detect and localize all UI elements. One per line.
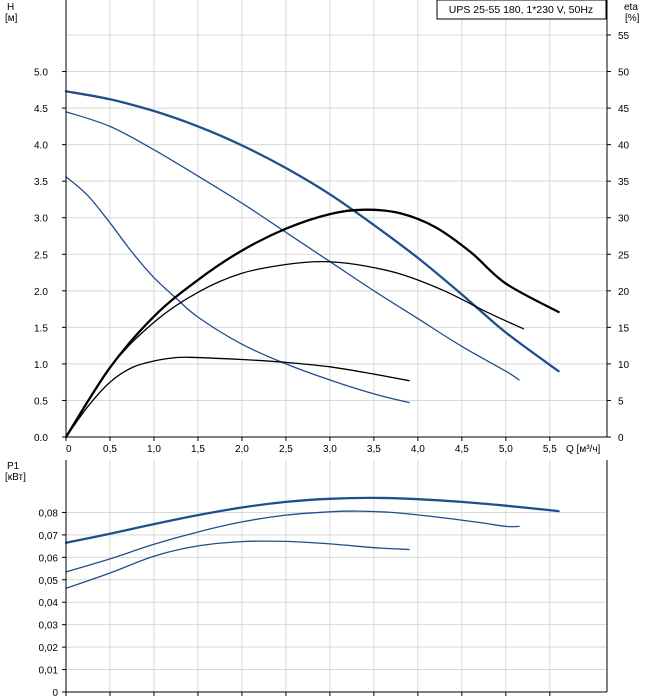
y-axis-unit-p1: [кВт] <box>5 472 26 483</box>
y-tick-label: 4.5 <box>34 104 48 115</box>
series-line-p1-speed-3 <box>64 496 560 544</box>
tick-labels: 0 0,5 1,0 1,5 2,0 2,5 3,0 3,5 4,0 4,5 5,0 5,5 0.0 0.5… <box>34 31 630 699</box>
x-tick-label: 5,0 <box>499 444 513 455</box>
y-tick-label: 2.5 <box>34 250 48 261</box>
grid-top <box>66 0 607 437</box>
y-tick-label: 3.0 <box>34 214 48 225</box>
y2-axis-label-eta: eta <box>624 2 638 13</box>
y-tick-label: 3.5 <box>34 177 48 188</box>
p1-tick-label: 0,03 <box>39 621 59 632</box>
p1-tick-label: 0,04 <box>39 598 59 609</box>
y-tick-label: 1.5 <box>34 323 48 334</box>
y2-tick-label: 45 <box>618 104 630 115</box>
x-tick-label: 3,5 <box>367 444 381 455</box>
y2-tick-label: 15 <box>618 323 630 334</box>
p1-tick-label: 0,05 <box>39 576 59 587</box>
series-line-eta-speed-1 <box>65 356 410 438</box>
y-axis-label-p1: P1 <box>7 461 20 472</box>
y-tick-label: 4.0 <box>34 141 48 152</box>
x-tick-label: 0,5 <box>103 444 117 455</box>
x-tick-label: 3,0 <box>323 444 337 455</box>
series-line-h-speed-3 <box>64 90 560 373</box>
series-line-p1-speed-2 <box>65 510 520 573</box>
x-tick-label: 4,0 <box>411 444 425 455</box>
y2-tick-label: 35 <box>618 177 630 188</box>
p1-tick-label: 0,08 <box>39 508 59 519</box>
series-bottom <box>64 496 560 589</box>
series-line-eta-speed-2 <box>65 260 525 438</box>
y-tick-label: 5.0 <box>34 68 48 79</box>
series-line-eta-speed-3 <box>64 208 560 439</box>
y2-tick-label: 30 <box>618 214 630 225</box>
y2-tick-label: 25 <box>618 250 630 261</box>
chart-title: UPS 25-55 180, 1*230 V, 50Hz <box>449 4 593 16</box>
p1-tick-label: 0,07 <box>39 531 59 542</box>
x-axis-label: Q [м³/ч] <box>566 444 601 455</box>
x-tick-label: 5,5 <box>543 444 557 455</box>
series-line-h-speed-1 <box>65 176 410 404</box>
p1-tick-label: 0,02 <box>39 643 59 654</box>
y-tick-label: 1.0 <box>34 360 48 371</box>
x-tick-label: 1,0 <box>147 444 161 455</box>
p1-tick-label: 0,06 <box>39 553 59 564</box>
y-axis-unit-h: [м] <box>5 13 18 24</box>
y-tick-label: 0.0 <box>34 433 48 444</box>
x-tick-label: 1,5 <box>191 444 205 455</box>
series-line-p1-speed-1 <box>65 540 410 589</box>
x-tick-label: 2,5 <box>279 444 293 455</box>
y2-tick-label: 5 <box>618 396 624 407</box>
title-box <box>436 0 607 20</box>
series-line-h-speed-2 <box>65 111 520 381</box>
y2-tick-label: 10 <box>618 360 630 371</box>
y2-tick-label: 55 <box>618 31 630 42</box>
p1-tick-label: 0 <box>52 688 58 699</box>
y-axis-label-h: H <box>7 2 14 13</box>
y2-axis-unit-eta: [%] <box>625 13 640 24</box>
y2-tick-label: 50 <box>618 68 630 79</box>
y2-tick-label: 20 <box>618 287 630 298</box>
grid-bottom <box>66 460 607 692</box>
y-tick-label: 0.5 <box>34 396 48 407</box>
y-tick-label: 2.0 <box>34 287 48 298</box>
y2-tick-label: 40 <box>618 141 630 152</box>
y2-tick-label: 0 <box>618 433 624 444</box>
plot-frames <box>62 0 611 696</box>
x-tick-label: 0 <box>66 444 72 455</box>
p1-tick-label: 0,01 <box>39 666 59 677</box>
x-tick-label: 4,5 <box>455 444 469 455</box>
x-tick-label: 2,0 <box>235 444 249 455</box>
series-top <box>64 90 560 439</box>
